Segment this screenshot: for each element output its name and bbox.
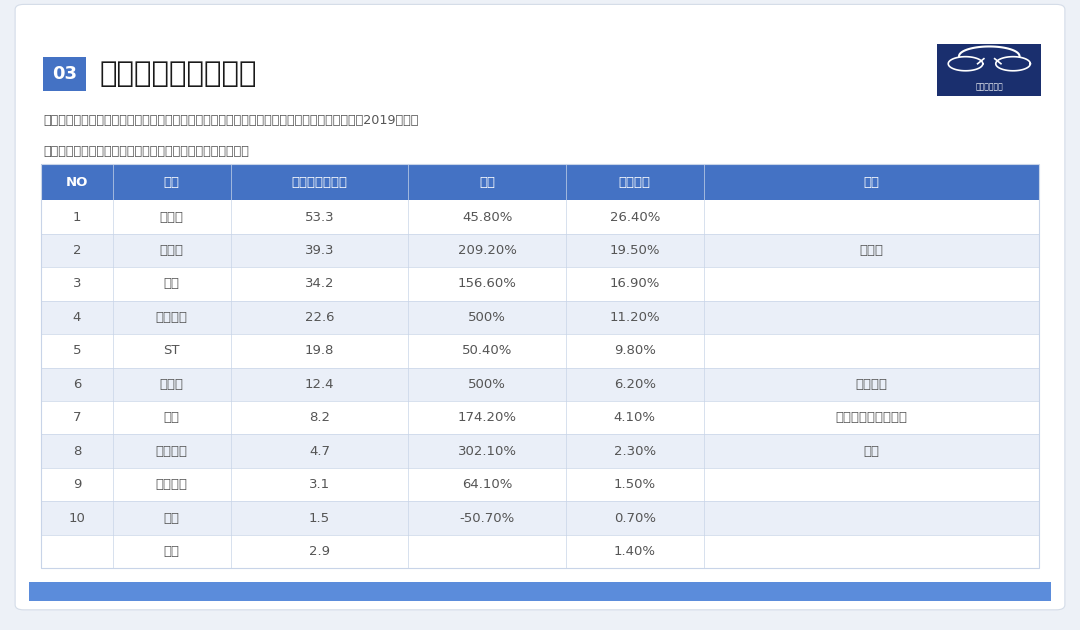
Bar xyxy=(29,582,1051,601)
Bar xyxy=(41,334,1039,367)
Text: 64.10%: 64.10% xyxy=(462,478,512,491)
Bar xyxy=(41,401,1039,435)
Text: 比亚迪: 比亚迪 xyxy=(160,244,184,257)
Text: 19.8: 19.8 xyxy=(305,345,334,357)
Text: 2: 2 xyxy=(72,244,81,257)
Text: 4: 4 xyxy=(72,311,81,324)
Text: 企业: 企业 xyxy=(164,176,179,188)
Text: 中车时代: 中车时代 xyxy=(156,311,188,324)
Text: 安森美: 安森美 xyxy=(160,378,184,391)
Bar xyxy=(41,535,1039,568)
Bar xyxy=(41,501,1039,535)
Text: 22.6: 22.6 xyxy=(305,311,334,324)
Text: 3: 3 xyxy=(72,277,81,290)
Bar xyxy=(41,164,1039,200)
Text: 比亚迪: 比亚迪 xyxy=(860,244,883,257)
Text: 1: 1 xyxy=(72,210,81,224)
Text: 10: 10 xyxy=(68,512,85,525)
Bar xyxy=(41,164,1039,568)
Bar xyxy=(937,44,1041,96)
Text: 4.10%: 4.10% xyxy=(613,411,656,424)
Bar xyxy=(43,57,86,91)
Text: 始了。随着自主品牌牢牢占据了市场，这个过程是非常顺利的: 始了。随着自主品牌牢牢占据了市场，这个过程是非常顺利的 xyxy=(43,145,249,158)
Bar xyxy=(41,234,1039,267)
Text: 8.2: 8.2 xyxy=(309,411,330,424)
Text: 1.50%: 1.50% xyxy=(613,478,656,491)
Text: 宝马: 宝马 xyxy=(863,445,879,457)
Text: 16.90%: 16.90% xyxy=(609,277,660,290)
Text: 1.40%: 1.40% xyxy=(613,545,656,558)
Text: 209.20%: 209.20% xyxy=(458,244,516,257)
Text: 0.70%: 0.70% xyxy=(613,512,656,525)
Text: 34.2: 34.2 xyxy=(305,277,334,290)
Text: 500%: 500% xyxy=(468,378,507,391)
Text: 斯达: 斯达 xyxy=(164,277,179,290)
Text: 客户: 客户 xyxy=(863,176,879,188)
Text: 6.20%: 6.20% xyxy=(613,378,656,391)
Text: 8: 8 xyxy=(72,445,81,457)
Text: 装机量（万套）: 装机量（万套） xyxy=(292,176,348,188)
Text: 汽车电子设计: 汽车电子设计 xyxy=(975,83,1003,91)
Text: 功率模块的市场情况: 功率模块的市场情况 xyxy=(99,60,257,88)
Text: 富士电机: 富士电机 xyxy=(156,445,188,457)
Text: 19.50%: 19.50% xyxy=(609,244,660,257)
Text: 174.20%: 174.20% xyxy=(458,411,516,424)
Text: 2.30%: 2.30% xyxy=(613,445,656,457)
Bar xyxy=(41,435,1039,468)
Text: 同比: 同比 xyxy=(480,176,495,188)
Text: 博世: 博世 xyxy=(164,411,179,424)
Bar xyxy=(41,367,1039,401)
Text: 11.20%: 11.20% xyxy=(609,311,660,324)
Text: ST: ST xyxy=(163,345,180,357)
Bar xyxy=(41,301,1039,334)
Text: 英飞凌: 英飞凌 xyxy=(160,210,184,224)
Text: 500%: 500% xyxy=(468,311,507,324)
Text: 3.1: 3.1 xyxy=(309,478,330,491)
Text: 2.9: 2.9 xyxy=(309,545,330,558)
Text: -50.70%: -50.70% xyxy=(459,512,515,525)
Text: 4.7: 4.7 xyxy=(309,445,330,457)
Text: 03: 03 xyxy=(52,65,78,83)
Text: 9: 9 xyxy=(72,478,81,491)
Text: 50.40%: 50.40% xyxy=(462,345,512,357)
Text: 1.5: 1.5 xyxy=(309,512,330,525)
Text: 日立: 日立 xyxy=(164,512,179,525)
Text: 其他: 其他 xyxy=(164,545,179,558)
Text: 7: 7 xyxy=(72,411,81,424)
Text: 26.40%: 26.40% xyxy=(609,210,660,224)
Text: 45.80%: 45.80% xyxy=(462,210,512,224)
Text: 302.10%: 302.10% xyxy=(458,445,516,457)
Text: 由于功率半导体很早开始就卡住我们的脖子，所以从比亚迪、斯达和中车时代这样的替代过程在2019年就开: 由于功率半导体很早开始就卡住我们的脖子，所以从比亚迪、斯达和中车时代这样的替代过… xyxy=(43,115,419,127)
FancyBboxPatch shape xyxy=(15,4,1065,610)
Text: 6: 6 xyxy=(72,378,81,391)
Bar xyxy=(41,267,1039,301)
Text: 蔚来汽车: 蔚来汽车 xyxy=(855,378,888,391)
Text: 156.60%: 156.60% xyxy=(458,277,516,290)
Text: 市场份额: 市场份额 xyxy=(619,176,651,188)
Text: 12.4: 12.4 xyxy=(305,378,334,391)
Text: NO: NO xyxy=(66,176,89,188)
Text: 39.3: 39.3 xyxy=(305,244,334,257)
Text: 大众汽车、长城汽车: 大众汽车、长城汽车 xyxy=(835,411,907,424)
Text: 9.80%: 9.80% xyxy=(613,345,656,357)
Text: 博格华纳: 博格华纳 xyxy=(156,478,188,491)
Bar xyxy=(41,200,1039,234)
Text: 5: 5 xyxy=(72,345,81,357)
Text: 53.3: 53.3 xyxy=(305,210,335,224)
Bar xyxy=(41,468,1039,501)
